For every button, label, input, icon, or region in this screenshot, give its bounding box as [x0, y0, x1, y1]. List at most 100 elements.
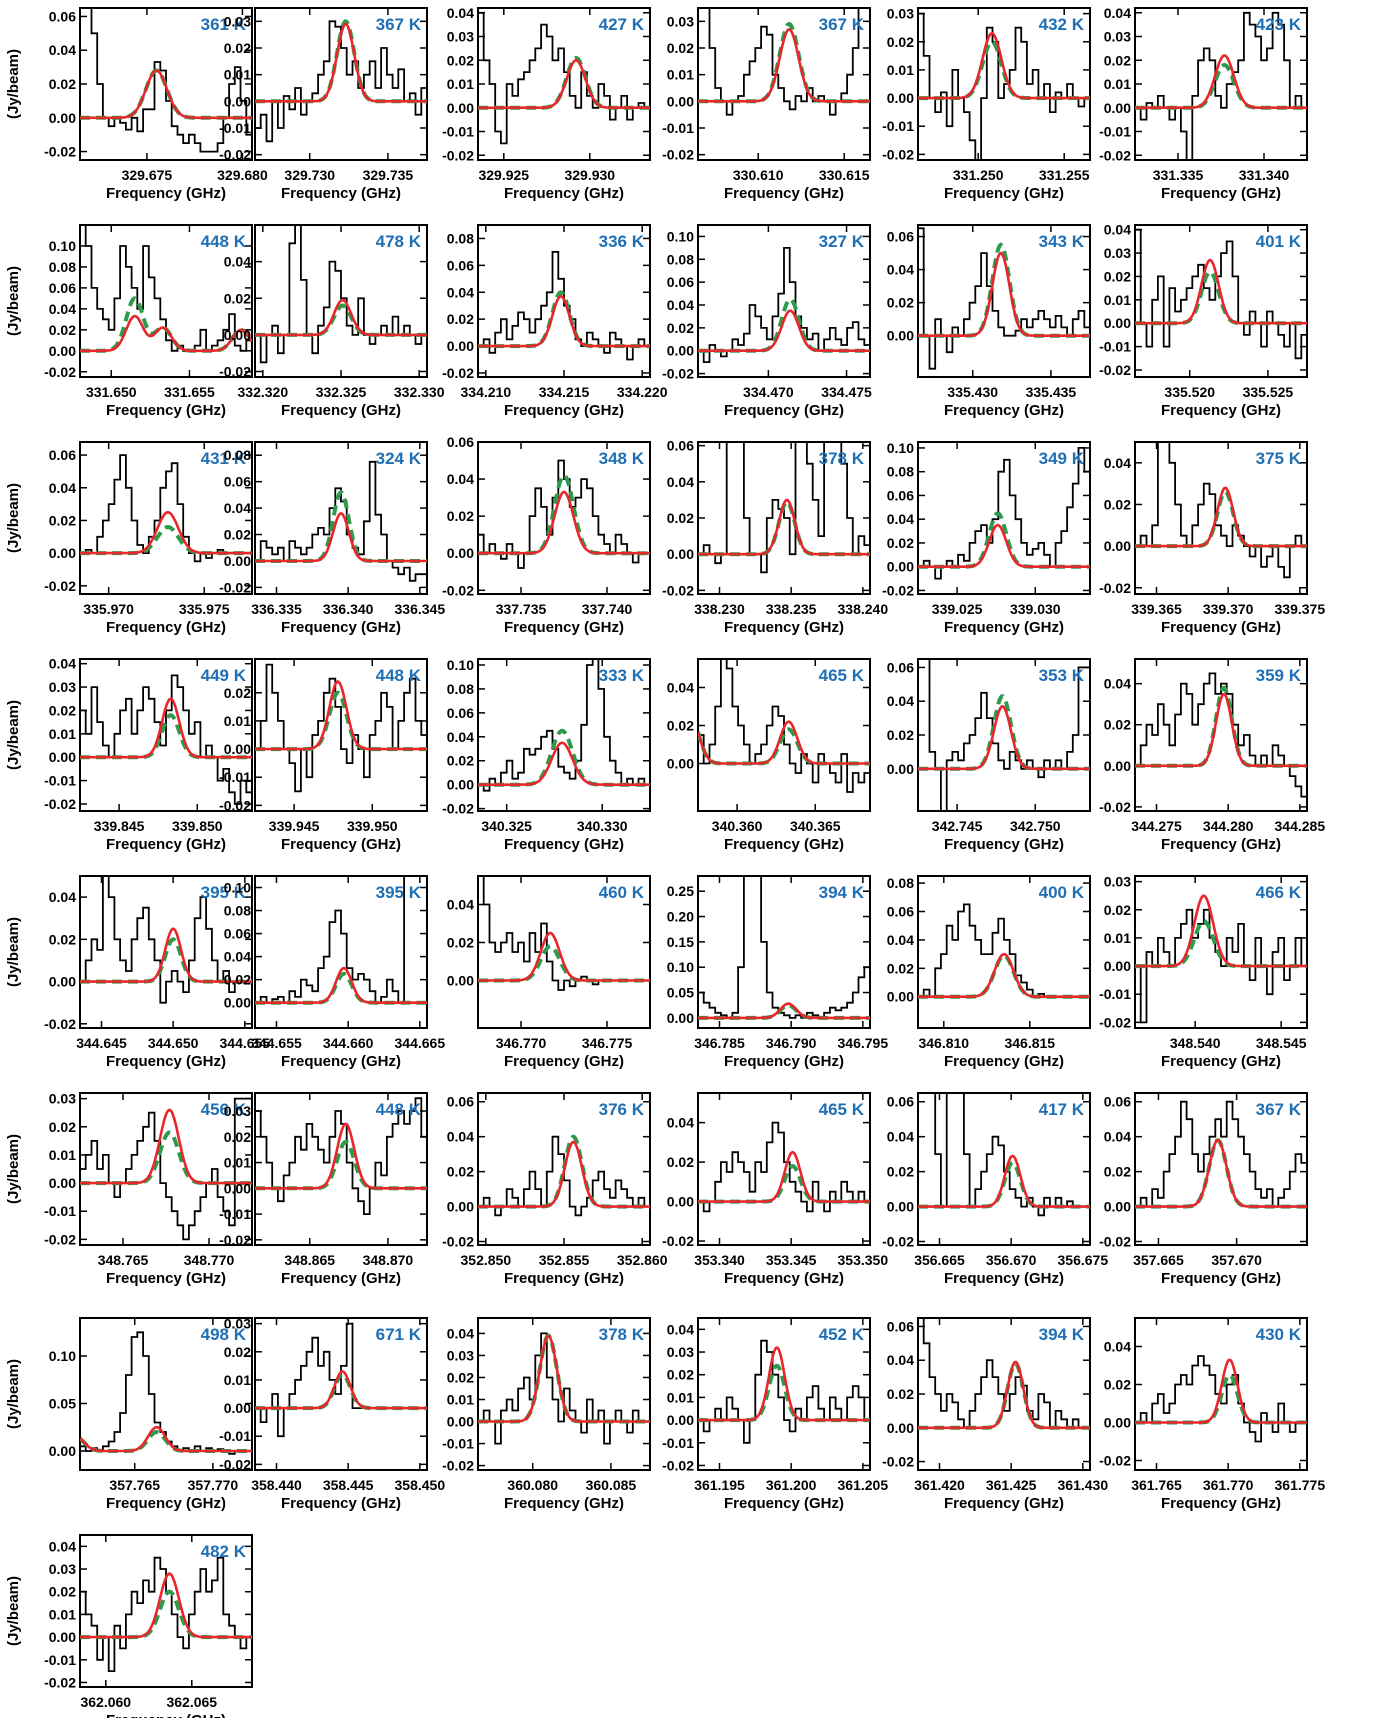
x-tick-label: 353.340 — [694, 1252, 745, 1268]
y-tick-label: 0.02 — [667, 320, 694, 336]
model-fit-solid — [698, 28, 870, 103]
upper-level-energy-label: 460 K — [599, 883, 645, 902]
y-tick-label: 0.06 — [447, 257, 474, 273]
plot-frame — [1134, 1317, 1308, 1471]
y-tick-label: 0.04 — [224, 949, 251, 965]
y-tick-label: 0.08 — [887, 875, 914, 891]
spectrum-panel: 0.00 0.02 0.04 0.06 0.08 0.10 344.655 344.660 34… — [224, 875, 445, 1070]
y-tick-label: 0.05 — [667, 985, 694, 1001]
y-tick-label: 0.08 — [224, 447, 251, 463]
y-tick-label: 0.00 — [49, 110, 76, 126]
plot-frame — [697, 1317, 871, 1471]
spectrum-panel: -0.02 0.00 0.02 0.04 339.365 339.370 339.375 37… — [1099, 441, 1326, 636]
y-tick-label: 0.00 — [1104, 100, 1131, 116]
x-tick-label: 330.610 — [733, 167, 784, 183]
y-tick-label: -0.02 — [1099, 1234, 1131, 1250]
x-axis-label: Frequency (GHz) — [281, 619, 401, 636]
y-tick-label: -0.02 — [882, 582, 914, 598]
upper-level-energy-label: 367 K — [819, 15, 865, 34]
y-tick-label: 0.02 — [447, 508, 474, 524]
upper-level-energy-label: 348 K — [599, 449, 645, 468]
x-tick-label: 346.770 — [496, 1035, 547, 1051]
spectrum-histogram — [478, 659, 650, 792]
spectrum-panel: -0.02 -0.01 0.00 0.01 0.02 0.03 0.04 331.335 331… — [1099, 5, 1308, 202]
y-tick-label: 0.02 — [49, 76, 76, 92]
model-fit-solid — [80, 1426, 252, 1453]
upper-level-energy-label: 378 K — [819, 449, 865, 468]
y-tick-label: -0.02 — [442, 1234, 474, 1250]
x-tick-label: 335.430 — [947, 384, 998, 400]
y-tick-label: 0.04 — [667, 680, 694, 696]
y-tick-label: 0.02 — [887, 960, 914, 976]
y-tick-label: 0.02 — [1104, 717, 1131, 733]
x-tick-label: 335.525 — [1243, 384, 1294, 400]
y-axis-label: (Jy/beam) — [5, 266, 22, 336]
y-axis-label: (Jy/beam) — [5, 917, 22, 987]
y-tick-label: -0.02 — [44, 1016, 76, 1032]
y-tick-label: 0.02 — [1104, 496, 1131, 512]
y-tick-label: -0.02 — [882, 146, 914, 162]
x-tick-label: 337.735 — [496, 601, 547, 617]
x-tick-label: 356.675 — [1058, 1252, 1109, 1268]
x-tick-label: 360.080 — [507, 1477, 558, 1493]
model-fit-dashed — [80, 1130, 252, 1186]
y-tick-label: 0.02 — [887, 295, 914, 311]
y-tick-label: 0.02 — [447, 935, 474, 951]
x-tick-label: 329.930 — [564, 167, 615, 183]
spectrum-histogram — [698, 876, 870, 1019]
y-tick-label: -0.02 — [1099, 1014, 1131, 1030]
plot-frame — [1134, 875, 1308, 1029]
x-tick-label: 362.065 — [166, 1694, 217, 1710]
y-tick-label: 0.00 — [447, 338, 474, 354]
y-tick-label: 0.01 — [1104, 930, 1131, 946]
y-tick-label: -0.01 — [1099, 339, 1131, 355]
y-tick-label: 0.02 — [447, 52, 474, 68]
x-tick-label: 339.030 — [1010, 601, 1061, 617]
x-tick-label: 329.925 — [478, 167, 529, 183]
y-tick-label: 0.06 — [887, 659, 914, 675]
x-axis-label: Frequency (GHz) — [106, 836, 226, 853]
y-tick-label: 0.00 — [667, 756, 694, 772]
x-axis-label: Frequency (GHz) — [724, 1053, 844, 1070]
spectrum-histogram — [1135, 11, 1307, 160]
y-tick-label: 0.04 — [447, 1325, 474, 1341]
y-tick-label: 0.00 — [667, 546, 694, 562]
spectrum-histogram — [918, 903, 1090, 998]
y-tick-label: 0.04 — [1104, 676, 1131, 692]
y-tick-label: -0.02 — [219, 364, 251, 380]
y-tick-label: 0.00 — [1104, 315, 1131, 331]
x-tick-label: 339.365 — [1131, 601, 1182, 617]
x-axis-label: Frequency (GHz) — [1161, 185, 1281, 202]
plot-frame — [917, 875, 1091, 1029]
plot-frame — [1134, 1092, 1308, 1246]
model-fit-solid — [918, 1154, 1090, 1208]
model-fit-solid — [1135, 1358, 1307, 1424]
x-axis-label: Frequency (GHz) — [944, 1053, 1064, 1070]
model-fit-solid — [478, 1334, 650, 1423]
y-tick-label: -0.02 — [662, 1233, 694, 1249]
model-fit-solid — [478, 1140, 650, 1208]
spectrum-panel: -0.02 0.00 0.02 0.04 344.275 344.280 344.285 35… — [1099, 658, 1325, 853]
x-tick-label: 356.670 — [986, 1252, 1037, 1268]
x-tick-label: 361.205 — [838, 1477, 889, 1493]
y-tick-label: 0.02 — [887, 1164, 914, 1180]
x-tick-label: 334.220 — [617, 384, 668, 400]
y-tick-label: 0.06 — [667, 274, 694, 290]
y-tick-label: 0.00 — [49, 1443, 76, 1459]
y-tick-label: 0.00 — [224, 93, 251, 109]
upper-level-energy-label: 482 K — [201, 1542, 247, 1561]
y-tick-label: 0.03 — [49, 679, 76, 695]
model-fit-solid — [1135, 1138, 1307, 1208]
y-tick-label: 0.04 — [887, 511, 914, 527]
x-tick-label: 340.325 — [481, 818, 532, 834]
model-fit-solid — [80, 1108, 252, 1185]
x-tick-label: 339.375 — [1275, 601, 1326, 617]
y-tick-label: -0.02 — [1099, 1453, 1131, 1469]
y-tick-label: 0.00 — [887, 1199, 914, 1215]
spectrum-panel: 0.00 0.02 0.04 340.360 340.365 465 K Frequency… — [667, 658, 871, 853]
spectrum-panel: -0.02 -0.01 0.00 0.01 0.02 0.03 0.04 360.080 360… — [442, 1317, 651, 1512]
y-tick-label: 0.04 — [49, 1538, 76, 1554]
y-tick-label: 0.00 — [224, 327, 251, 343]
spectrum-panel: -0.02 -0.01 0.00 0.01 0.02 0.03 348.540 348.545… — [1099, 874, 1308, 1070]
y-tick-label: 0.06 — [49, 280, 76, 296]
